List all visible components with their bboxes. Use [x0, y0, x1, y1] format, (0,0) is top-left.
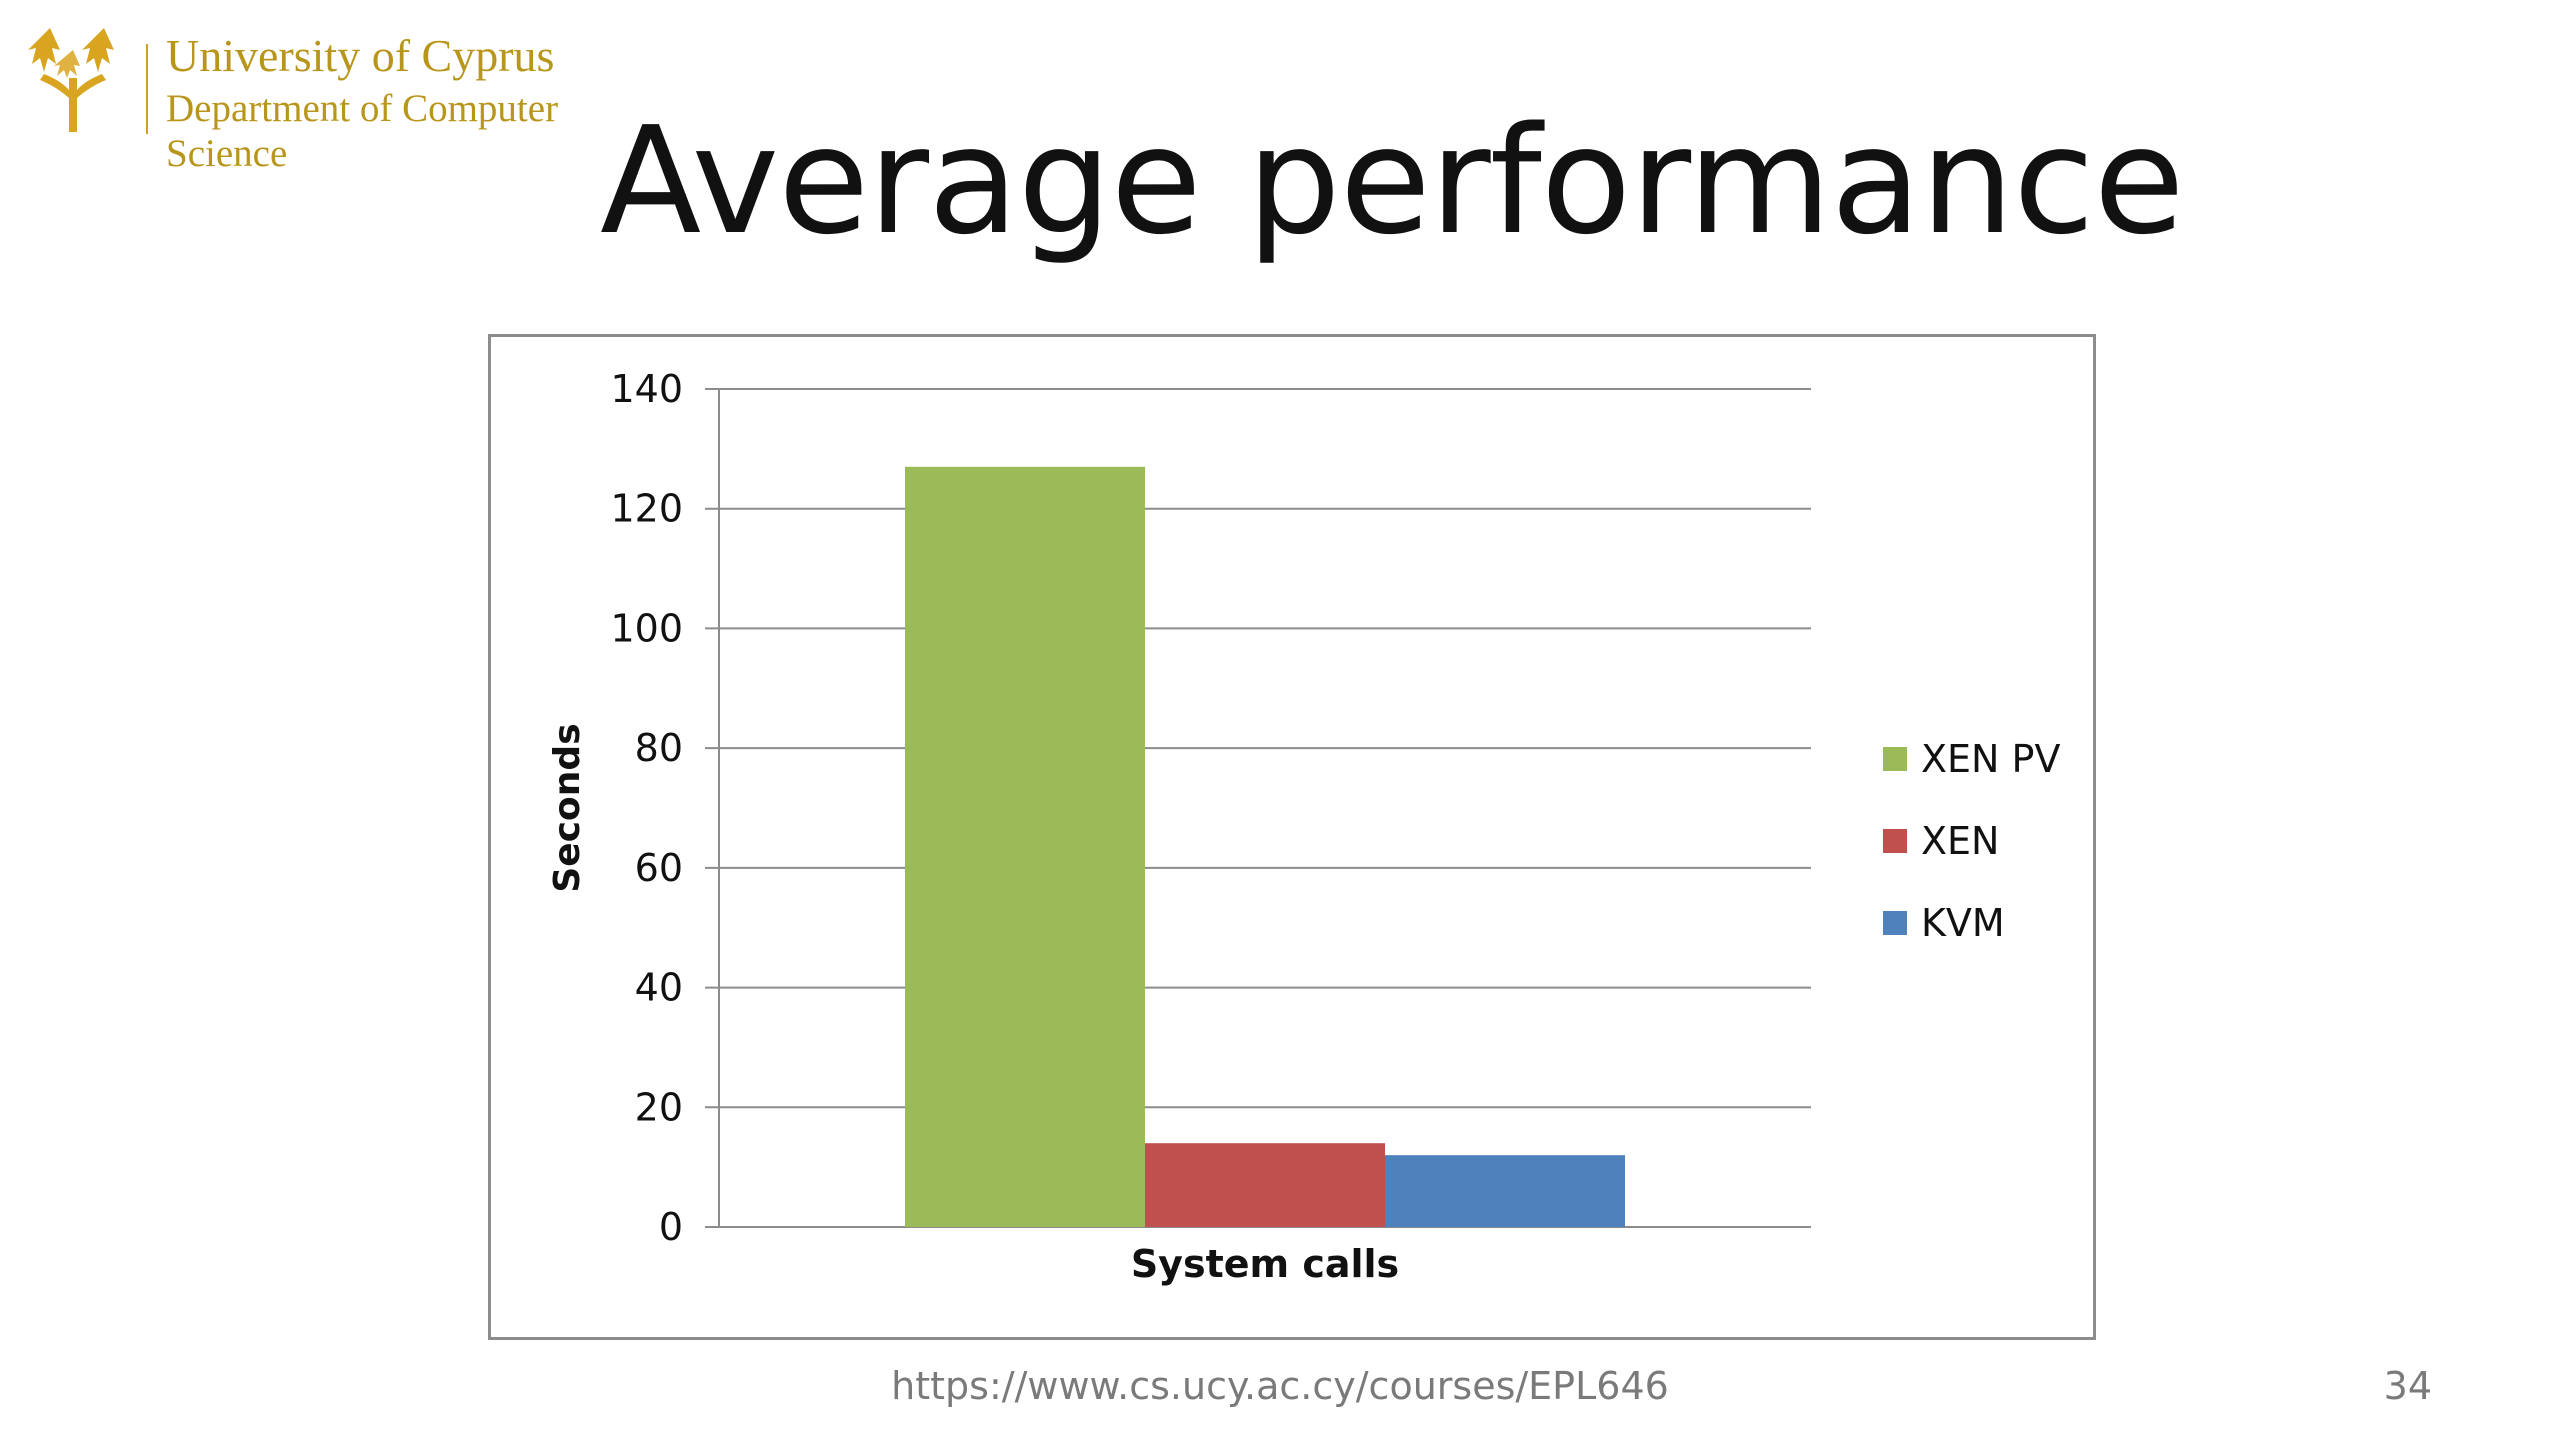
y-tick-label-40: 40	[635, 966, 683, 1010]
legend-item-xen: XEN	[1883, 819, 1999, 863]
footer-url: https://www.cs.ucy.ac.cy/courses/EPL646	[891, 1364, 1669, 1408]
logo-department-line2: Science	[166, 131, 288, 175]
legend-swatch	[1883, 910, 1907, 935]
slide-title: Average performance	[600, 95, 2185, 267]
logo-text: University of Cyprus Department of Compu…	[166, 30, 558, 177]
x-category-label: System calls	[1131, 1242, 1399, 1286]
legend-label: XEN PV	[1921, 737, 2061, 781]
legend-label: XEN	[1921, 819, 2000, 863]
legend-item-xen-pv: XEN PV	[1883, 737, 2060, 781]
y-tick-label-0: 0	[659, 1205, 683, 1249]
legend-label: KVM	[1921, 901, 2005, 945]
legend-swatch	[1883, 746, 1907, 771]
y-tick-label-140: 140	[610, 367, 683, 411]
y-tick-label-60: 60	[635, 846, 683, 890]
legend-swatch	[1883, 828, 1907, 853]
logo-university-name: University of Cyprus	[166, 30, 555, 81]
y-tick-label-120: 120	[610, 487, 683, 531]
y-tick-label-100: 100	[610, 606, 683, 650]
bar-xen-pv	[905, 466, 1145, 1227]
bar-chart: 0 20 40 60 80 100 120 140 Seconds System calls	[547, 367, 1811, 1286]
bar-kvm	[1385, 1155, 1625, 1227]
cyprus-tree-emblem-icon	[28, 28, 114, 132]
y-axis-label: Seconds	[547, 723, 588, 892]
chart-frame: 0 20 40 60 80 100 120 140 Seconds System calls XE…	[488, 334, 2096, 1340]
university-logo: University of Cyprus Department of Compu…	[22, 20, 582, 190]
logo-divider	[146, 44, 148, 134]
y-tick-label-20: 20	[635, 1085, 683, 1129]
legend-item-kvm: KVM	[1883, 901, 2005, 945]
bar-xen	[1145, 1143, 1385, 1227]
y-tick-label-80: 80	[635, 726, 683, 770]
page-number: 34	[2383, 1364, 2432, 1408]
logo-department-line1: Department of Computer	[166, 86, 559, 130]
